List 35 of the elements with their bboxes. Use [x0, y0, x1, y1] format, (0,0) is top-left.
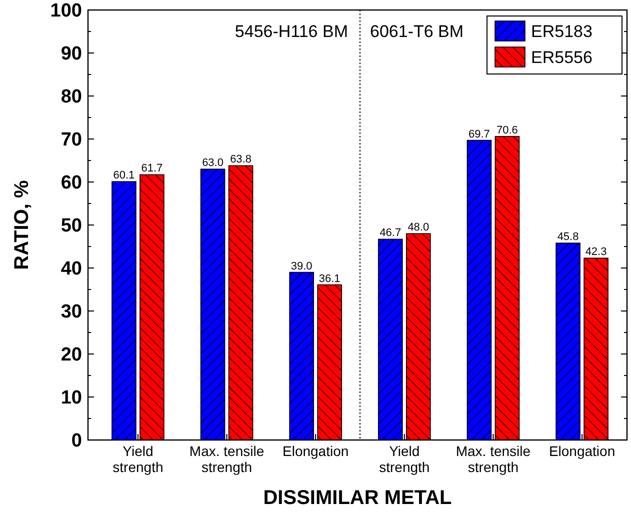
legend-label: ER5183 [531, 22, 592, 41]
x-tick-label: Elongation [282, 443, 349, 459]
data-label: 48.0 [408, 222, 430, 234]
data-label: 45.8 [557, 231, 579, 244]
y-tick-label: 70 [60, 130, 82, 151]
y-tick-label: 80 [60, 86, 82, 108]
y-tick-label: 10 [60, 388, 82, 409]
data-label: 36.1 [318, 272, 340, 285]
data-label: 63.8 [230, 154, 252, 166]
data-label: 42.3 [585, 246, 607, 258]
data-label: 60.1 [113, 170, 135, 182]
legend-label: ER5556 [531, 48, 592, 67]
y-tick-label: 20 [60, 344, 82, 366]
y-tick-label: 30 [60, 302, 82, 323]
x-axis-title: DISSIMILAR METAL [263, 487, 452, 509]
x-tick-label: Yield strength [112, 443, 164, 475]
x-tick-label: Elongation [548, 443, 616, 459]
y-axis-title: RATIO, % [11, 180, 33, 270]
y-tick-label: 100 [50, 0, 82, 22]
data-label: 69.7 [468, 128, 490, 140]
data-label: 70.6 [496, 124, 518, 136]
x-tick-label: Yield strength [379, 443, 430, 475]
annotation: 6061-T6 BM [370, 22, 464, 41]
annotation: 5456-H116 BM [234, 22, 348, 41]
y-tick-label: 0 [71, 430, 82, 452]
data-label: 61.7 [141, 162, 163, 175]
y-tick-label: 50 [60, 216, 82, 237]
data-label: 63.0 [202, 157, 224, 170]
y-tick-label: 90 [60, 44, 82, 65]
x-tick-label: Max. tensile strength [189, 443, 264, 475]
data-label: 39.0 [290, 260, 312, 272]
y-tick-label: 40 [60, 258, 82, 280]
data-label: 46.7 [380, 227, 402, 240]
y-tick-label: 60 [60, 172, 82, 194]
x-tick-label: Max. tensile strength [456, 443, 531, 475]
